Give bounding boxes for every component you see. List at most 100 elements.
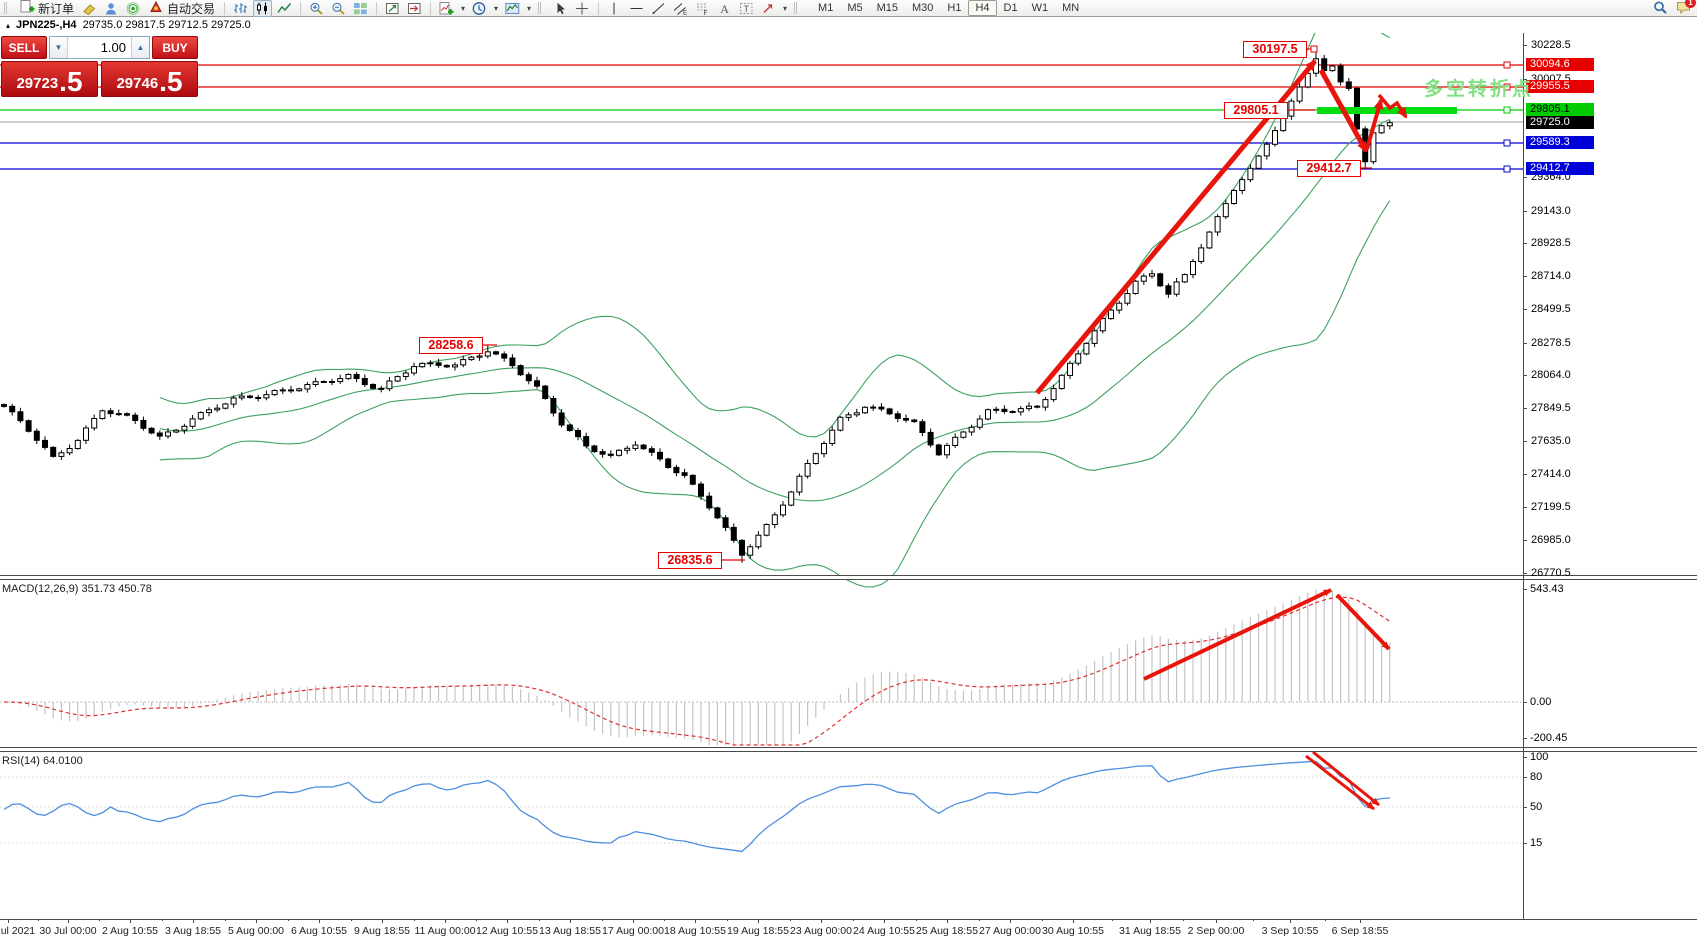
one-click-trade-panel: SELL ▼ 1.00 ▲ BUY 29723 .5 29746 .5 xyxy=(1,36,198,97)
dropdown-caret-icon[interactable]: ▾ xyxy=(527,3,532,13)
dropdown-caret-icon[interactable]: ▾ xyxy=(461,3,466,13)
text-label-icon[interactable]: T xyxy=(737,0,756,17)
toolbar-grip xyxy=(4,2,12,14)
toolbar-grip xyxy=(794,2,802,14)
date-tick-label: 30 Aug 10:55 xyxy=(1042,925,1104,937)
timeframe-group: M1 M5 M15 M30 H1 H4 D1 W1 MN xyxy=(811,0,1086,16)
buy-price-frac: .5 xyxy=(159,66,183,97)
price-tick-label: 26985.0 xyxy=(1531,534,1571,546)
rsi-pane-divider[interactable] xyxy=(0,747,1697,752)
bar-chart-icon[interactable] xyxy=(231,0,250,17)
trendline-icon[interactable] xyxy=(649,0,668,17)
signal-icon[interactable] xyxy=(124,0,143,17)
dropdown-caret-icon[interactable]: ▾ xyxy=(783,3,788,13)
timeframe-mn-button[interactable]: MN xyxy=(1062,2,1080,14)
chat-icon[interactable]: 1 xyxy=(1676,0,1696,17)
buy-button[interactable]: BUY xyxy=(152,36,198,59)
date-tick-label: 6 Aug 10:55 xyxy=(290,925,348,937)
buy-price-main: 29746 xyxy=(116,75,159,92)
toolbar-separator xyxy=(300,1,302,15)
timeframe-h1-button[interactable]: H1 xyxy=(947,2,962,14)
candlestick-icon[interactable] xyxy=(253,0,273,17)
buy-price-tile[interactable]: 29746 .5 xyxy=(101,61,198,97)
vertical-line-icon[interactable] xyxy=(605,0,624,17)
sell-button[interactable]: SELL xyxy=(1,36,47,59)
volume-up-icon[interactable]: ▲ xyxy=(131,37,149,58)
date-tick-label: 30 Jul 00:00 xyxy=(39,925,97,937)
timeframe-m15-button[interactable]: M15 xyxy=(876,2,898,14)
toolbar-separator xyxy=(224,1,226,15)
svg-text:A: A xyxy=(720,2,729,15)
macd-scale-label: -200.45 xyxy=(1530,732,1568,744)
horizontal-line-icon[interactable] xyxy=(627,0,646,17)
timeframe-d1-button[interactable]: D1 xyxy=(1003,2,1018,14)
price-badge: 29412.7 xyxy=(1526,162,1594,175)
price-tick-label: 28714.0 xyxy=(1531,270,1571,282)
toolbar-separator xyxy=(598,1,600,15)
price-badge: 29955.5 xyxy=(1526,80,1594,93)
crosshair-icon[interactable] xyxy=(573,0,592,17)
timeframe-m5-button[interactable]: M5 xyxy=(847,2,863,14)
price-annotation-label[interactable]: 29805.1 xyxy=(1224,102,1288,119)
time-axis-line xyxy=(0,919,1697,920)
tile-windows-icon[interactable] xyxy=(351,0,370,17)
zoom-in-icon[interactable] xyxy=(307,0,326,17)
sell-price-main: 29723 xyxy=(16,75,59,92)
period-clock-icon[interactable] xyxy=(470,0,489,17)
rsi-scale-label: 80 xyxy=(1530,771,1543,783)
arrange-windows-icon[interactable] xyxy=(383,0,402,17)
autotrade-icon xyxy=(149,0,164,16)
auto-scroll-icon[interactable] xyxy=(405,0,424,17)
price-annotation-label[interactable]: 30197.5 xyxy=(1243,41,1307,58)
turning-point-note[interactable]: 多空转折点 xyxy=(1424,79,1535,100)
toolbar-separator xyxy=(376,1,378,15)
arrows-icon[interactable] xyxy=(759,0,778,17)
new-order-button[interactable]: 新订单 xyxy=(17,0,77,16)
line-chart-icon[interactable] xyxy=(275,0,294,17)
timeframe-m30-button[interactable]: M30 xyxy=(912,2,934,14)
timeframe-h4-button[interactable]: H4 xyxy=(968,0,997,16)
date-tick-label: 3 Aug 18:55 xyxy=(164,925,222,937)
profile-icon[interactable] xyxy=(102,0,121,17)
macd-pane-divider[interactable] xyxy=(0,575,1697,580)
date-tick-label: 25 Aug 18:55 xyxy=(916,925,978,937)
template-icon[interactable] xyxy=(503,0,522,17)
dropdown-caret-icon[interactable]: ▾ xyxy=(494,3,499,13)
cursor-icon[interactable] xyxy=(551,0,570,17)
auto-trading-button-label: 自动交易 xyxy=(167,1,216,16)
macd-scale-label: 543.43 xyxy=(1530,583,1564,595)
add-indicator-icon[interactable] xyxy=(437,0,456,17)
eraser-icon[interactable] xyxy=(80,0,99,17)
volume-stepper[interactable]: ▼ 1.00 ▲ xyxy=(49,36,150,59)
price-tick-label: 27849.5 xyxy=(1531,402,1571,414)
price-tick-label: 30228.5 xyxy=(1531,39,1571,51)
zoom-out-icon[interactable] xyxy=(329,0,348,17)
price-annotation-label[interactable]: 29412.7 xyxy=(1297,160,1361,177)
volume-value[interactable]: 1.00 xyxy=(100,40,126,55)
date-tick-label: 3 Sep 10:55 xyxy=(1261,925,1319,937)
channel-icon[interactable]: E xyxy=(671,0,690,17)
price-axis-line xyxy=(1523,33,1524,919)
rsi-scale-label: 100 xyxy=(1530,751,1549,763)
symbol-name: JPN225-,H4 xyxy=(16,19,77,31)
fibonacci-icon[interactable]: F xyxy=(693,0,712,17)
svg-text:T: T xyxy=(744,4,750,14)
date-tick-label: 5 Aug 00:00 xyxy=(227,925,285,937)
rsi-indicator-label: RSI(14) 64.0100 xyxy=(2,755,83,767)
search-icon[interactable] xyxy=(1653,1,1668,17)
auto-trading-button[interactable]: 自动交易 xyxy=(146,0,218,16)
timeframe-m1-button[interactable]: M1 xyxy=(818,2,834,14)
volume-down-icon[interactable]: ▼ xyxy=(50,37,68,58)
price-annotation-label[interactable]: 26835.6 xyxy=(658,552,722,569)
price-tick-label: 29143.0 xyxy=(1531,205,1571,217)
price-annotation-label[interactable]: 28258.6 xyxy=(419,337,483,354)
timeframe-w1-button[interactable]: W1 xyxy=(1031,2,1049,14)
price-tick-label: 27199.5 xyxy=(1531,501,1571,513)
sell-price-tile[interactable]: 29723 .5 xyxy=(1,61,98,97)
new-order-button-label: 新订单 xyxy=(38,1,75,16)
toolbar-grip xyxy=(538,2,546,14)
date-tick-label: 19 Aug 18:55 xyxy=(727,925,789,937)
price-tick-label: 28278.5 xyxy=(1531,337,1571,349)
text-icon[interactable]: A xyxy=(715,0,734,17)
